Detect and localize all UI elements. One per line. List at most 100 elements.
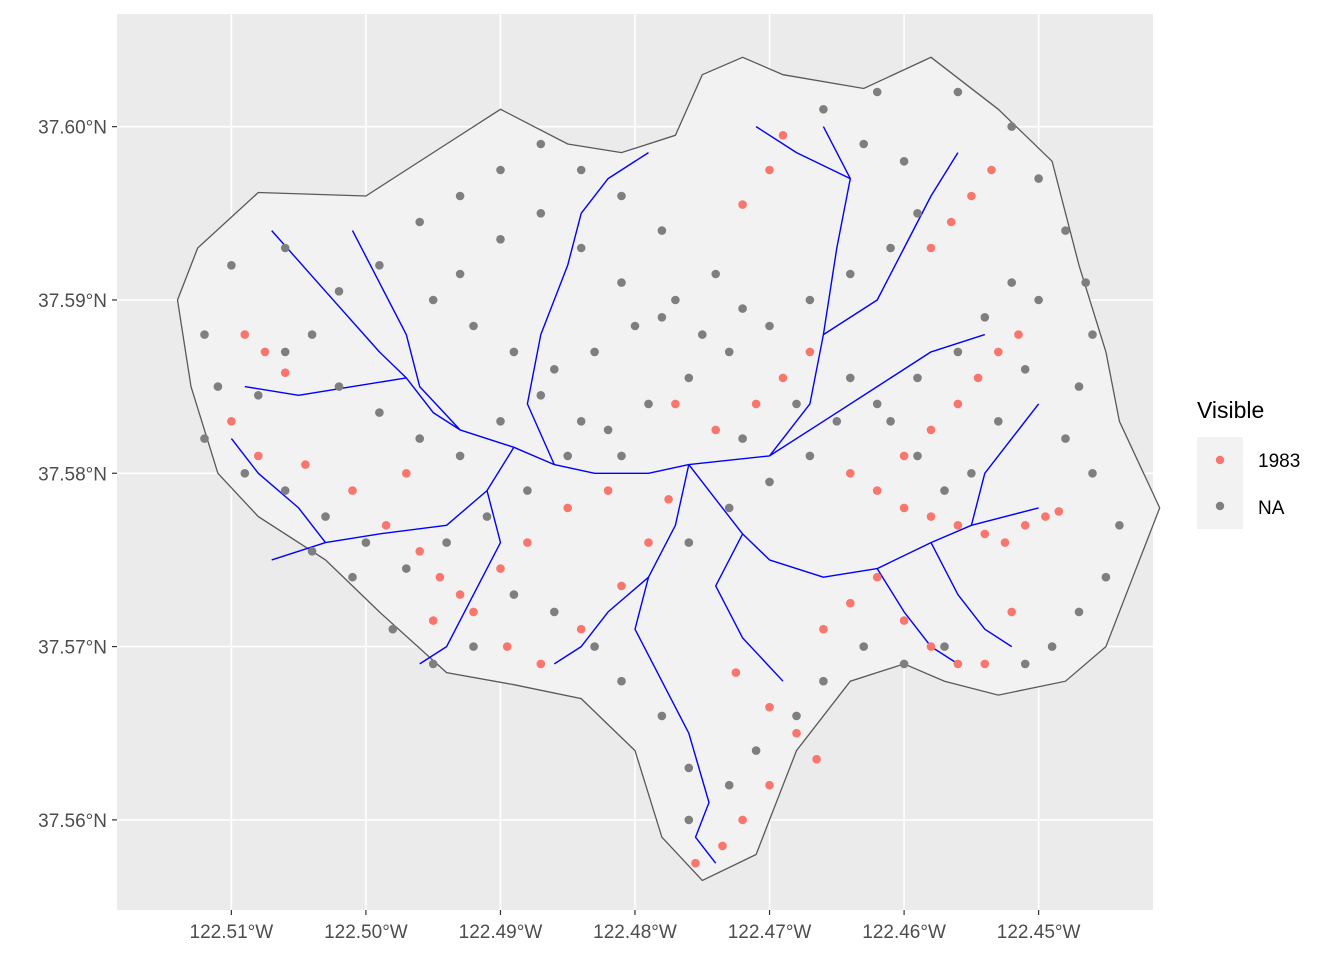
point-na-88 xyxy=(980,313,990,322)
point-na-69 xyxy=(684,763,694,773)
point-1983-58 xyxy=(980,659,990,669)
point-na-30 xyxy=(442,538,451,547)
point-1983-7 xyxy=(402,469,411,478)
point-na-68 xyxy=(684,815,694,825)
point-na-101 xyxy=(576,417,586,426)
point-1983-33 xyxy=(872,486,882,495)
point-na-18 xyxy=(671,295,680,305)
point-1983-62 xyxy=(751,399,761,409)
x-tick-label-5: 122.46°W xyxy=(862,922,946,943)
stream-line-6 xyxy=(526,213,582,465)
point-1983-48 xyxy=(926,243,936,253)
point-na-104 xyxy=(455,451,465,461)
point-na-42 xyxy=(913,209,922,218)
point-na-85 xyxy=(872,399,882,409)
point-na-13 xyxy=(469,321,478,331)
stream-line-8 xyxy=(823,152,959,336)
point-na-107 xyxy=(334,382,344,391)
point-1983-56 xyxy=(926,642,936,651)
point-1983-35 xyxy=(926,512,936,521)
stream-line-4 xyxy=(271,446,515,561)
point-na-89 xyxy=(1007,278,1016,287)
point-na-35 xyxy=(644,399,653,409)
point-na-73 xyxy=(550,607,559,617)
point-na-33 xyxy=(563,451,572,461)
point-1983-2 xyxy=(280,368,290,378)
x-tick-label-6: 122.45°W xyxy=(997,922,1081,943)
point-1983-21 xyxy=(496,564,505,573)
point-na-43 xyxy=(899,157,909,166)
y-tick-label-4: 37.60°N xyxy=(38,118,107,139)
point-1983-59 xyxy=(1007,607,1016,617)
point-na-50 xyxy=(1061,226,1070,235)
point-na-10 xyxy=(617,191,626,201)
point-1983-8 xyxy=(381,521,391,530)
x-axis-ticks: 122.51°W 122.50°W 122.49°W 122.48°W 122.47°W… xyxy=(190,910,1081,943)
point-na-56 xyxy=(1115,521,1124,530)
point-na-59 xyxy=(1047,642,1057,651)
point-na-37 xyxy=(724,347,734,357)
point-na-1 xyxy=(227,261,236,270)
point-na-14 xyxy=(509,347,519,357)
point-na-31 xyxy=(482,512,492,521)
point-na-36 xyxy=(684,373,694,383)
point-1983-42 xyxy=(899,451,909,461)
point-na-63 xyxy=(859,642,868,651)
x-tick-label-2: 122.49°W xyxy=(459,922,543,943)
point-na-48 xyxy=(1007,122,1016,131)
point-na-8 xyxy=(536,139,546,149)
y-tick-label-2: 37.58°N xyxy=(38,464,107,485)
point-na-7 xyxy=(496,165,505,175)
point-na-61 xyxy=(940,642,949,651)
point-na-2 xyxy=(280,243,290,253)
stream-line-11 xyxy=(419,490,502,665)
point-1983-24 xyxy=(731,668,741,677)
point-1983-19 xyxy=(563,503,572,513)
point-1983-44 xyxy=(953,399,963,409)
point-na-105 xyxy=(415,434,425,443)
point-1983-46 xyxy=(994,347,1003,357)
observation-points xyxy=(200,87,1124,868)
point-1983-53 xyxy=(846,598,855,608)
point-na-3 xyxy=(334,287,344,296)
point-1983-10 xyxy=(435,572,445,582)
point-1983-4 xyxy=(253,451,263,461)
point-na-9 xyxy=(576,165,586,175)
point-1983-31 xyxy=(691,858,700,868)
legend-key-1983 xyxy=(1215,455,1225,465)
point-na-6 xyxy=(455,191,465,201)
y-tick-label-3: 37.59°N xyxy=(38,291,107,312)
point-1983-45 xyxy=(973,373,983,383)
point-na-93 xyxy=(967,469,976,478)
y-axis-ticks: 37.56°N 37.57°N 37.58°N 37.59°N 37.60°N xyxy=(38,118,117,832)
point-na-24 xyxy=(200,434,209,443)
point-na-67 xyxy=(724,780,734,790)
point-1983-5 xyxy=(301,460,310,469)
point-na-28 xyxy=(361,538,371,547)
point-na-80 xyxy=(684,538,694,547)
point-na-108 xyxy=(455,269,465,279)
point-na-78 xyxy=(348,572,357,582)
point-na-51 xyxy=(1081,278,1090,287)
point-na-32 xyxy=(523,486,532,495)
point-na-106 xyxy=(375,408,384,417)
point-1983-6 xyxy=(348,486,357,495)
point-na-49 xyxy=(1034,174,1043,183)
point-na-112 xyxy=(617,278,626,287)
point-1983-55 xyxy=(899,616,909,625)
point-1983-43 xyxy=(926,425,936,435)
point-na-114 xyxy=(698,330,707,339)
point-na-95 xyxy=(913,451,922,461)
point-1983-64 xyxy=(671,399,680,409)
point-1983-27 xyxy=(812,754,821,764)
y-tick-label-1: 37.57°N xyxy=(38,638,107,659)
stream-line-9 xyxy=(876,568,959,665)
x-tick-label-3: 122.48°W xyxy=(593,922,677,943)
point-1983-18 xyxy=(603,486,613,495)
point-1983-52 xyxy=(872,572,882,582)
point-1983-57 xyxy=(953,659,963,669)
stream-line-12 xyxy=(553,576,649,665)
point-na-65 xyxy=(792,711,801,721)
point-1983-41 xyxy=(1054,507,1064,516)
point-1983-63 xyxy=(711,425,720,435)
